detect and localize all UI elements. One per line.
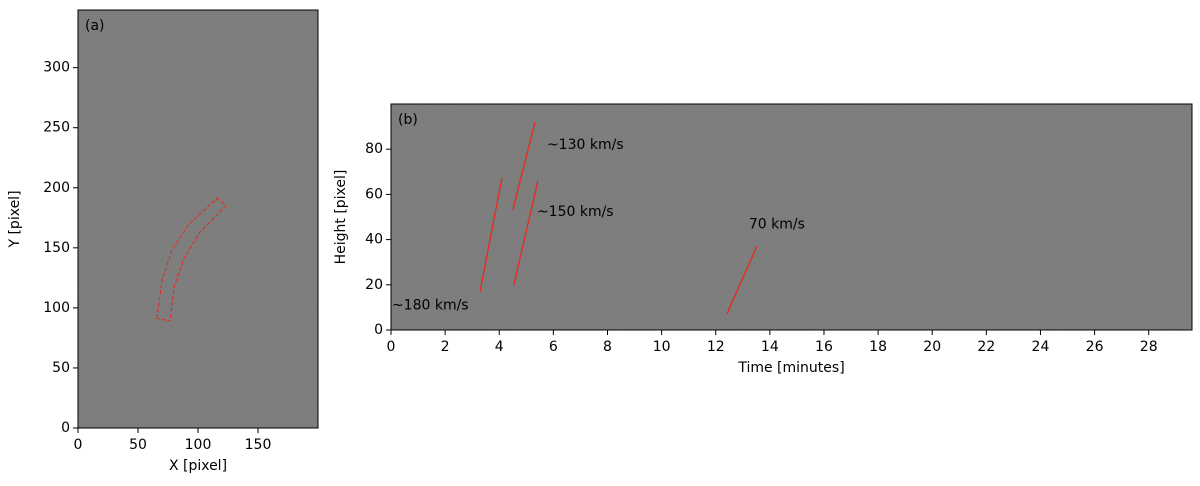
x-tick-label: 24 xyxy=(1032,339,1050,355)
y-tick-label: 250 xyxy=(43,120,70,136)
y-tick-label: 60 xyxy=(365,186,383,202)
y-tick-label: 100 xyxy=(43,300,70,316)
y-axis-label: Y [pixel] xyxy=(7,190,23,248)
x-tick-label: 0 xyxy=(74,437,83,453)
x-tick-label: 8 xyxy=(603,339,612,355)
x-tick-label: 50 xyxy=(129,437,147,453)
speed-fit-line xyxy=(479,177,503,292)
speed-fit-line xyxy=(726,246,758,315)
axes-frame xyxy=(390,103,1193,331)
x-tick-label: 100 xyxy=(185,437,212,453)
speed-fit-line xyxy=(512,121,536,211)
speed-fit-line xyxy=(513,180,539,285)
axes-frame xyxy=(77,9,319,429)
image-background xyxy=(78,10,318,428)
x-tick-label: 4 xyxy=(495,339,504,355)
x-tick-label: 0 xyxy=(387,339,396,355)
y-tick-label: 80 xyxy=(365,141,383,157)
x-tick-label: 18 xyxy=(869,339,887,355)
x-tick-label: 12 xyxy=(707,339,725,355)
x-tick-label: 20 xyxy=(923,339,941,355)
speed-label: ~130 km/s xyxy=(547,137,624,153)
panel-label: (b) xyxy=(398,112,418,128)
slit-outline xyxy=(156,197,227,322)
speed-label: ~150 km/s xyxy=(537,204,614,220)
y-tick-label: 200 xyxy=(43,180,70,196)
x-tick-label: 14 xyxy=(761,339,779,355)
y-tick-label: 20 xyxy=(365,277,383,293)
y-tick-label: 300 xyxy=(43,60,70,76)
image-background xyxy=(391,104,1192,330)
x-tick-label: 22 xyxy=(977,339,995,355)
x-tick-label: 26 xyxy=(1086,339,1104,355)
x-tick-label: 28 xyxy=(1140,339,1158,355)
speed-label: 70 km/s xyxy=(749,216,805,232)
x-axis-label: X [pixel] xyxy=(169,458,227,474)
x-tick-label: 6 xyxy=(549,339,558,355)
y-tick-label: 40 xyxy=(365,232,383,248)
x-tick-label: 2 xyxy=(441,339,450,355)
y-axis-label: Height [pixel] xyxy=(333,170,349,265)
speed-label: ~180 km/s xyxy=(392,297,469,313)
y-tick-label: 50 xyxy=(52,360,70,376)
y-tick-label: 0 xyxy=(374,322,383,338)
y-tick-label: 150 xyxy=(43,240,70,256)
x-tick-label: 16 xyxy=(815,339,833,355)
x-tick-label: 10 xyxy=(653,339,671,355)
y-tick-label: 0 xyxy=(61,420,70,436)
x-tick-label: 150 xyxy=(245,437,272,453)
x-axis-label: Time [minutes] xyxy=(737,360,844,376)
panel-label: (a) xyxy=(85,18,105,34)
